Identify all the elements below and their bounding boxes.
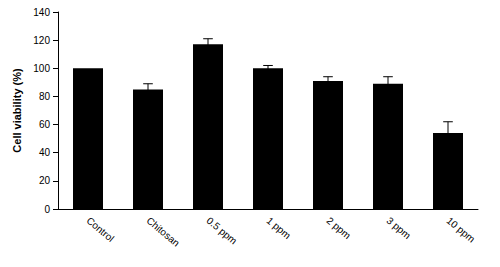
svg-text:1 ppm: 1 ppm bbox=[264, 215, 292, 241]
svg-text:100: 100 bbox=[33, 63, 50, 74]
svg-text:140: 140 bbox=[33, 7, 50, 18]
svg-text:Chitosan: Chitosan bbox=[144, 215, 181, 249]
svg-text:Control: Control bbox=[84, 215, 116, 244]
svg-text:2 ppm: 2 ppm bbox=[324, 215, 352, 241]
svg-text:10 ppm: 10 ppm bbox=[444, 215, 477, 245]
svg-text:120: 120 bbox=[33, 35, 50, 46]
svg-text:3 ppm: 3 ppm bbox=[384, 215, 412, 241]
svg-text:Cell viability (%): Cell viability (%) bbox=[11, 68, 23, 153]
svg-text:40: 40 bbox=[39, 147, 51, 158]
svg-text:20: 20 bbox=[39, 175, 51, 186]
svg-text:60: 60 bbox=[39, 119, 51, 130]
svg-text:80: 80 bbox=[39, 91, 51, 102]
svg-text:0: 0 bbox=[44, 204, 50, 215]
svg-text:0.5 ppm: 0.5 ppm bbox=[204, 215, 239, 247]
